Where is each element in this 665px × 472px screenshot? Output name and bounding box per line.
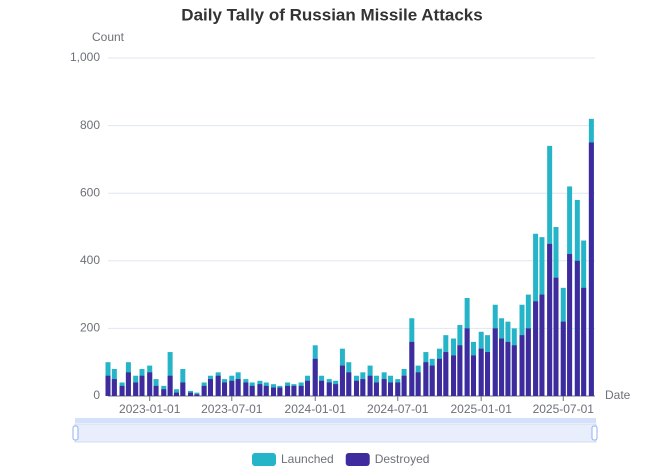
x-tick-label: 2023-01-01: [119, 402, 181, 416]
x-tick-label: 2025-07-01: [533, 402, 595, 416]
x-tick-label: 2025-01-01: [450, 402, 512, 416]
bar: [201, 385, 207, 396]
legend-swatch: [252, 453, 276, 466]
bar: [401, 375, 407, 396]
bar: [367, 375, 373, 396]
bar: [505, 341, 511, 396]
bar: [381, 379, 387, 396]
bar: [305, 380, 311, 396]
bar: [553, 277, 559, 396]
y-tick-label: 0: [93, 388, 100, 402]
bar: [581, 287, 587, 396]
bar: [257, 384, 263, 396]
bar: [153, 385, 159, 396]
bar: [105, 375, 111, 396]
x-tick-label: 2024-01-01: [285, 402, 347, 416]
x-tick-label: 2023-07-01: [201, 402, 263, 416]
zoom-track[interactable]: [74, 423, 597, 443]
bar: [125, 372, 131, 396]
x-tick-label: 2024-07-01: [367, 402, 429, 416]
bar: [111, 379, 117, 396]
bar: [395, 382, 401, 396]
bar: [547, 243, 553, 396]
bar: [333, 384, 339, 396]
bar: [312, 358, 318, 396]
bar: [415, 372, 421, 396]
zoom-handle[interactable]: [72, 425, 79, 441]
bar: [539, 294, 545, 396]
bar: [277, 387, 283, 396]
bar: [457, 345, 463, 396]
y-axis-label: Count: [92, 30, 125, 44]
bar: [429, 365, 435, 396]
zoom-bar[interactable]: [75, 418, 596, 423]
bar: [346, 372, 352, 396]
bar: [360, 379, 366, 396]
bar: [499, 338, 505, 396]
bar: [194, 394, 200, 396]
bar: [180, 368, 186, 396]
bar: [339, 365, 345, 396]
bar: [133, 382, 139, 396]
legend-swatch: [345, 453, 370, 466]
bar: [215, 375, 221, 396]
bar: [567, 254, 573, 396]
bar: [326, 382, 332, 396]
bar: [285, 385, 291, 396]
bar: [167, 375, 173, 396]
bar: [291, 385, 297, 396]
chart-title: Daily Tally of Russian Missile Attacks: [181, 5, 482, 24]
bar: [588, 142, 594, 396]
bar: [492, 328, 498, 396]
bar: [525, 328, 531, 396]
bar: [409, 341, 415, 396]
bar: [353, 380, 359, 396]
bar: [263, 385, 269, 396]
y-tick-label: 200: [80, 321, 100, 335]
bar: [161, 389, 167, 396]
bar: [423, 362, 429, 396]
bar: [235, 379, 241, 396]
bar: [167, 352, 173, 396]
bar: [451, 355, 457, 396]
bar: [574, 260, 580, 396]
bar: [511, 345, 517, 396]
bar: [207, 379, 213, 396]
bar: [470, 355, 476, 396]
bar: [533, 301, 539, 396]
bar: [319, 380, 325, 396]
bar: [485, 352, 491, 396]
bar: [464, 328, 470, 396]
bar: [173, 392, 179, 396]
bar: [139, 375, 145, 396]
bar: [180, 382, 186, 396]
y-tick-label: 400: [80, 253, 100, 267]
bar: [298, 385, 304, 396]
bar: [443, 352, 449, 396]
bar: [436, 358, 442, 396]
bar: [147, 372, 153, 396]
y-tick-label: 1,000: [70, 50, 100, 64]
legend-label: Launched: [281, 452, 334, 466]
bar: [188, 392, 194, 396]
y-tick-label: 800: [80, 118, 100, 132]
bar: [387, 382, 393, 396]
bar: [560, 321, 566, 396]
x-axis-label: Date: [605, 388, 631, 402]
bar: [373, 382, 379, 396]
legend-label: Destroyed: [375, 452, 430, 466]
bar: [243, 382, 249, 396]
y-tick-label: 600: [80, 185, 100, 199]
bar: [271, 387, 277, 396]
data-zoom[interactable]: [72, 418, 598, 443]
bar: [229, 380, 235, 396]
bar: [519, 335, 525, 396]
bar: [249, 385, 255, 396]
bar: [478, 348, 484, 396]
bar: [119, 385, 125, 396]
bar: [222, 382, 228, 396]
zoom-handle[interactable]: [591, 425, 598, 441]
